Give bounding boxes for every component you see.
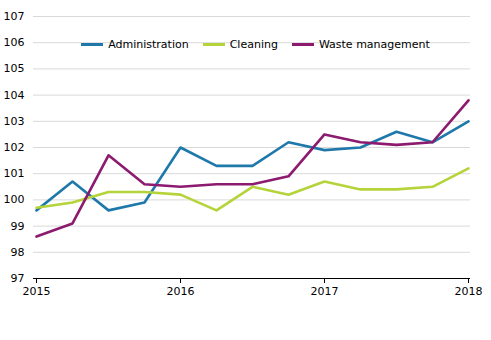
svg-text:2017: 2017 — [311, 285, 339, 298]
svg-text:98: 98 — [11, 246, 25, 259]
html-text:Waste management: Waste management — [318, 38, 430, 51]
svg-text:107: 107 — [4, 10, 25, 23]
svg-text:99: 99 — [11, 220, 25, 233]
svg-text:2015: 2015 — [23, 285, 51, 298]
html-text:Administration: Administration — [108, 38, 189, 51]
svg-text:102: 102 — [4, 141, 25, 154]
html-text:Cleaning: Cleaning — [229, 38, 278, 51]
svg-text:97: 97 — [11, 272, 25, 285]
svg-text:103: 103 — [4, 115, 25, 128]
svg-text:104: 104 — [4, 89, 25, 102]
svg-text:106: 106 — [4, 36, 25, 49]
svg-text:100: 100 — [4, 193, 25, 206]
svg-text:101: 101 — [4, 167, 25, 180]
svg-text:2016: 2016 — [167, 285, 195, 298]
svg-text:2018: 2018 — [455, 285, 483, 298]
svg-text:105: 105 — [4, 62, 25, 75]
